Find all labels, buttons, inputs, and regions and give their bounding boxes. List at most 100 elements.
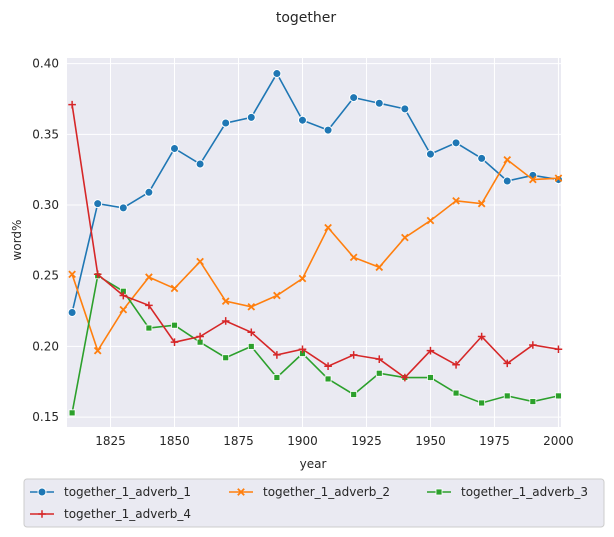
data-point	[273, 374, 281, 381]
y-tick-label: 0.15	[32, 410, 59, 424]
x-tick-label: 1875	[223, 434, 254, 448]
plot-area	[67, 58, 561, 427]
data-point	[170, 284, 179, 293]
data-point	[324, 223, 332, 232]
y-tick-label: 0.30	[32, 198, 59, 212]
data-point	[247, 328, 256, 337]
y-tick-label: 0.40	[32, 57, 59, 71]
data-point	[529, 175, 537, 184]
data-point	[272, 69, 282, 79]
data-point	[68, 100, 76, 109]
series-layer	[67, 69, 563, 417]
data-point	[554, 345, 563, 354]
data-point	[119, 291, 128, 300]
data-point	[145, 301, 153, 310]
data-point	[222, 354, 230, 362]
data-point	[375, 263, 384, 272]
series-3	[68, 272, 562, 417]
data-point	[452, 389, 460, 397]
data-point	[477, 199, 486, 208]
legend-item: together_1_adverb_3	[427, 485, 588, 499]
data-point	[170, 338, 179, 346]
data-point	[452, 196, 460, 205]
data-point	[375, 369, 383, 377]
chart-title: together	[276, 10, 337, 26]
data-point	[349, 253, 358, 262]
data-point	[555, 392, 562, 400]
data-point	[145, 324, 153, 332]
data-point	[427, 374, 434, 381]
y-tick-label: 0.35	[32, 127, 59, 141]
data-point	[298, 274, 307, 283]
legend-swatch-marker	[37, 487, 47, 497]
data-point	[196, 332, 204, 341]
legend-item: together_1_adverb_1	[30, 485, 191, 499]
x-tick-label: 1900	[287, 434, 318, 448]
series-2	[68, 155, 563, 355]
data-point	[171, 321, 178, 329]
data-point	[221, 118, 231, 128]
legend-label: together_1_adverb_4	[64, 507, 191, 521]
legend: together_1_adverb_1 together_1_adverb_2 to…	[23, 478, 605, 528]
x-axis-label: year	[300, 457, 327, 471]
data-point	[247, 343, 255, 350]
data-point	[221, 317, 230, 325]
data-point	[503, 359, 512, 368]
data-point	[477, 153, 487, 163]
data-point	[374, 98, 384, 108]
legend-swatch-marker	[237, 488, 245, 496]
data-point	[118, 203, 128, 213]
data-point	[67, 307, 77, 317]
data-point	[119, 305, 128, 314]
x-tick-label: 2000	[543, 434, 574, 448]
data-point	[324, 375, 332, 383]
data-point	[247, 302, 256, 311]
x-tick-label: 1825	[95, 434, 126, 448]
data-point	[529, 341, 537, 349]
data-point	[503, 155, 512, 164]
data-point	[93, 199, 103, 209]
data-point	[451, 138, 461, 148]
data-point	[401, 373, 409, 382]
data-point	[93, 270, 102, 279]
data-point	[68, 409, 76, 417]
tick-labels: 1825 1850 1875 1900 1925 1950 1975 2000 0.15 0.20…	[32, 57, 573, 448]
data-point	[273, 291, 281, 300]
legend-label: together_1_adverb_2	[263, 485, 390, 499]
data-point	[425, 149, 435, 159]
data-point	[323, 125, 333, 135]
legend-item: together_1_adverb_2	[229, 485, 390, 499]
data-point	[426, 346, 435, 355]
data-point	[502, 176, 512, 186]
data-point	[401, 233, 409, 242]
data-point	[529, 398, 537, 405]
data-point	[400, 104, 410, 114]
y-tick-label: 0.25	[32, 269, 59, 283]
data-point	[297, 115, 307, 125]
data-point	[196, 257, 204, 266]
x-tick-label: 1950	[415, 434, 446, 448]
data-point	[195, 159, 205, 169]
data-point	[503, 392, 511, 400]
legend-item: together_1_adverb_4	[30, 507, 191, 521]
data-point	[145, 273, 153, 281]
x-tick-label: 1975	[479, 434, 510, 448]
data-point	[477, 332, 486, 341]
data-point	[350, 391, 358, 398]
legend-label: together_1_adverb_1	[64, 485, 191, 499]
data-point	[349, 93, 359, 103]
data-point	[324, 362, 332, 371]
data-point	[273, 351, 281, 359]
series-line	[71, 71, 559, 313]
data-point	[375, 355, 384, 363]
data-point	[349, 351, 358, 359]
x-tick-label: 1925	[351, 434, 382, 448]
series-line	[71, 104, 559, 379]
legend-swatch-marker	[38, 510, 46, 518]
data-point	[426, 216, 435, 225]
data-point	[170, 143, 180, 153]
data-point	[144, 187, 154, 197]
series-4	[68, 100, 563, 382]
data-point	[246, 112, 256, 122]
data-point	[554, 174, 563, 183]
